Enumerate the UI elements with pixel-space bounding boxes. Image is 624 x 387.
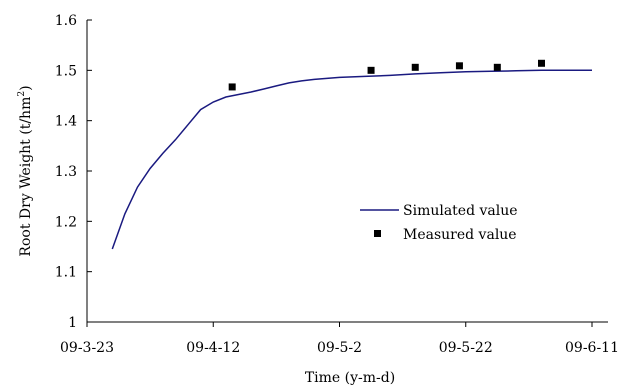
measured-value-point — [455, 62, 463, 70]
legend-marker-swatch — [374, 230, 381, 237]
measured-value-point — [411, 63, 419, 71]
x-ticks: 09-3-23 09-4-12 09-5-2 09-5-22 09-6-11 — [60, 322, 619, 356]
legend-label-measured: Measured value — [403, 227, 517, 243]
measured-value-point — [228, 83, 236, 91]
y-tick-label: 1.1 — [55, 265, 77, 281]
legend: Simulated value Measured value — [360, 203, 518, 243]
legend-label-simulated: Simulated value — [403, 203, 518, 219]
x-tick-label: 09-5-22 — [439, 340, 493, 356]
y-axis-label: Root Dry Weight (t/hm2) — [17, 85, 34, 256]
x-tick-label: 09-6-11 — [565, 340, 619, 356]
y-tick-label: 1.5 — [55, 63, 77, 79]
y-ticks: 1 1.1 1.2 1.3 1.4 1.5 1.6 — [55, 13, 92, 331]
measured-value-point — [538, 59, 545, 67]
y-tick-label: 1.4 — [55, 114, 77, 130]
y-tick-label: 1.2 — [55, 214, 77, 230]
measured-value-point — [493, 63, 501, 71]
x-tick-label: 09-3-23 — [60, 340, 114, 356]
simulated-value-line — [111, 69, 592, 250]
x-tick-label: 09-4-12 — [186, 340, 240, 356]
y-tick-label: 1 — [68, 315, 77, 331]
x-tick-label: 09-5-2 — [317, 340, 362, 356]
plot-area: 1 1.1 1.2 1.3 1.4 1.5 1.6 09-3-23 09-4-12 09-5-2… — [55, 13, 619, 356]
y-tick-label: 1.6 — [55, 13, 77, 29]
x-axis-label: Time (y-m-d) — [305, 370, 395, 386]
y-tick-label: 1.3 — [55, 164, 77, 180]
y-axis-label-main: Root Dry Weight (t/hm — [18, 97, 34, 257]
series-layer — [111, 59, 592, 250]
measured-value-point — [367, 66, 375, 74]
y-axis-label-superscript: 2 — [17, 91, 27, 97]
y-axis-label-tail: ) — [18, 85, 34, 90]
